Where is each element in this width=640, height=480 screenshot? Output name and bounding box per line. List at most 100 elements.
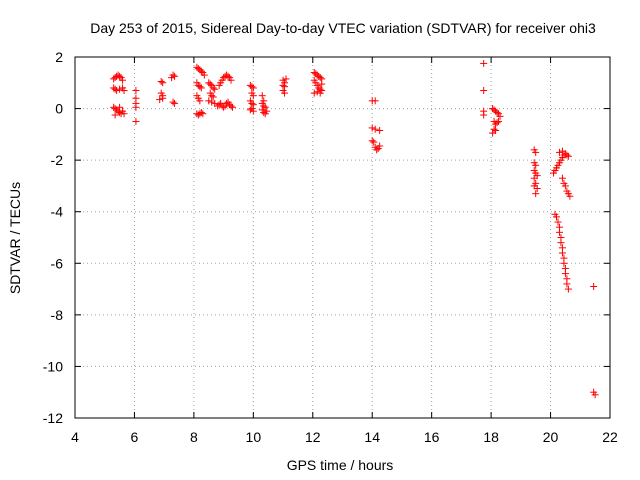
x-tick-label: 4 xyxy=(71,429,79,445)
x-tick-label: 10 xyxy=(246,429,262,445)
data-point xyxy=(199,110,207,118)
y-tick-label: -6 xyxy=(51,255,64,271)
y-tick-label: -4 xyxy=(51,204,64,220)
data-point xyxy=(370,138,378,146)
data-point xyxy=(281,89,289,97)
data-point xyxy=(558,147,566,155)
x-tick-label: 18 xyxy=(483,429,499,445)
x-tick-label: 8 xyxy=(190,429,198,445)
data-point xyxy=(532,190,540,198)
data-point xyxy=(371,97,379,105)
data-point xyxy=(159,79,167,87)
data-point xyxy=(224,72,232,80)
data-point xyxy=(248,83,256,91)
data-point xyxy=(490,125,498,133)
data-point xyxy=(206,80,214,88)
data-point xyxy=(496,112,504,120)
data-point xyxy=(208,98,216,106)
data-points xyxy=(110,59,599,399)
x-tick-label: 14 xyxy=(364,429,380,445)
data-point xyxy=(313,88,321,96)
data-point xyxy=(169,71,177,79)
data-point xyxy=(533,172,541,180)
axis-ticks xyxy=(74,56,611,419)
data-point xyxy=(113,87,121,95)
data-point xyxy=(368,124,376,132)
data-point xyxy=(260,102,268,110)
data-point xyxy=(116,85,124,93)
data-point xyxy=(260,108,268,116)
data-point xyxy=(120,87,128,95)
data-point xyxy=(493,119,501,127)
data-point xyxy=(159,94,167,102)
data-point xyxy=(227,76,235,84)
plot-frame xyxy=(74,56,611,419)
data-point xyxy=(480,111,488,119)
data-point xyxy=(116,72,124,80)
y-axis-label: SDTVAR / TECUs xyxy=(7,182,23,294)
x-tick-label: 12 xyxy=(305,429,321,445)
data-point xyxy=(209,84,217,92)
x-tick-label: 6 xyxy=(131,429,139,445)
data-point xyxy=(310,89,318,97)
data-point xyxy=(591,391,599,399)
grid-lines xyxy=(75,57,610,418)
chart-title: Day 253 of 2015, Sidereal Day-to-day VTE… xyxy=(90,20,596,36)
data-point xyxy=(564,152,572,160)
data-point xyxy=(493,108,501,116)
data-point xyxy=(368,137,376,145)
x-tick-label: 16 xyxy=(424,429,440,445)
data-point xyxy=(373,146,381,154)
y-tick-label: -10 xyxy=(43,358,63,374)
data-point xyxy=(555,148,563,156)
data-point xyxy=(281,83,289,91)
data-point xyxy=(200,71,208,79)
data-point xyxy=(196,83,204,91)
data-point xyxy=(197,108,205,116)
data-point xyxy=(489,129,497,137)
data-point xyxy=(282,75,290,83)
data-point xyxy=(376,142,384,150)
data-point xyxy=(563,151,571,159)
data-point xyxy=(132,103,140,111)
data-point xyxy=(532,161,540,169)
data-point xyxy=(533,185,541,193)
data-point xyxy=(111,111,119,119)
data-point xyxy=(563,280,571,288)
data-point xyxy=(119,76,127,84)
data-point xyxy=(211,85,219,93)
data-point xyxy=(316,89,324,97)
y-tick-label: -12 xyxy=(43,410,63,426)
data-point xyxy=(480,59,488,67)
data-point xyxy=(196,97,204,105)
data-point xyxy=(205,97,213,105)
y-tick-label: 2 xyxy=(55,49,63,65)
data-point xyxy=(376,126,384,134)
data-point xyxy=(249,101,257,109)
data-point xyxy=(263,107,271,115)
data-point xyxy=(590,282,598,290)
plot-border xyxy=(74,56,611,419)
data-point xyxy=(318,80,326,88)
data-point xyxy=(561,182,569,190)
data-point xyxy=(249,107,257,115)
data-point xyxy=(532,148,540,156)
x-tick-label: 22 xyxy=(602,429,618,445)
data-point xyxy=(132,87,140,95)
data-point xyxy=(132,117,140,125)
data-point xyxy=(558,174,566,182)
data-point xyxy=(561,270,569,278)
data-point xyxy=(229,103,237,111)
data-point xyxy=(316,74,324,82)
data-point xyxy=(169,98,177,106)
data-point xyxy=(554,218,562,226)
y-tick-label: -8 xyxy=(51,307,64,323)
data-point xyxy=(227,102,235,110)
data-point xyxy=(215,101,223,109)
data-point xyxy=(220,103,228,111)
data-point xyxy=(258,92,266,100)
data-point xyxy=(197,84,205,92)
data-point xyxy=(120,110,128,118)
data-point xyxy=(480,87,488,95)
data-point xyxy=(558,249,566,257)
